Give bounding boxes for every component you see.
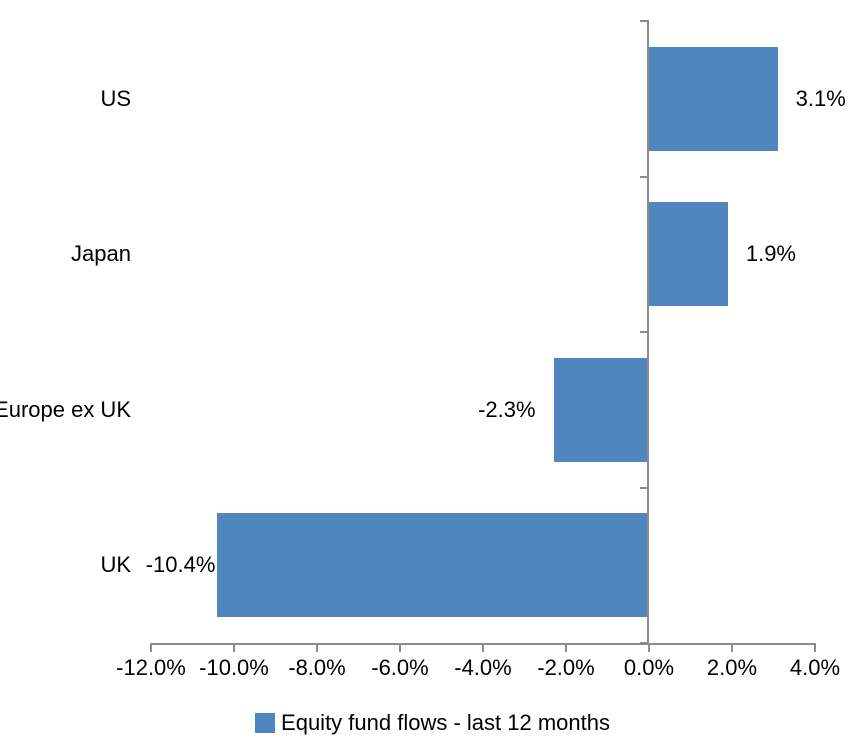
x-tick-label: 4.0%: [789, 655, 841, 680]
x-tick-label: -6.0%: [371, 655, 429, 680]
y-axis-tick: [640, 331, 649, 333]
x-axis-tick: [814, 643, 816, 652]
legend-swatch-icon: [255, 713, 276, 733]
category-label-japan: Japan: [71, 241, 131, 267]
x-axis-tick: [150, 643, 152, 652]
x-tick-label: 2.0%: [706, 655, 758, 680]
category-label-europe-ex-uk: Europe ex UK: [0, 396, 131, 422]
x-axis-tick: [648, 643, 650, 652]
y-axis-tick: [640, 486, 649, 489]
legend: Equity fund flows - last 12 months: [0, 710, 852, 736]
category-label-us: US: [100, 85, 131, 111]
value-label-europe-ex-uk: -2.3%: [478, 396, 536, 422]
x-tick-label: -2.0%: [537, 655, 595, 680]
value-label-uk: -10.4%: [145, 552, 216, 578]
x-axis-tick: [399, 643, 401, 652]
y-axis-tick: [640, 642, 649, 644]
x-axis-tick: [482, 643, 484, 652]
y-axis-tick: [640, 20, 649, 22]
x-tick-label: -10.0%: [199, 655, 269, 680]
value-label-us: 3.1%: [795, 85, 846, 111]
y-axis-tick: [640, 175, 649, 178]
x-axis-tick: [233, 643, 235, 652]
bar-europe-ex-uk: [553, 357, 649, 462]
value-label-japan: 1.9%: [745, 241, 796, 267]
x-axis-tick: [316, 643, 318, 652]
bar-japan: [649, 202, 728, 307]
category-label-uk: UK: [100, 552, 131, 578]
x-tick-label: -4.0%: [454, 655, 512, 680]
x-axis-tick: [731, 643, 733, 652]
bar-us: [649, 46, 778, 151]
x-tick-label: -8.0%: [288, 655, 346, 680]
x-tick-label: -12.0%: [116, 655, 186, 680]
x-axis-tick: [565, 643, 567, 652]
legend-label: Equity fund flows - last 12 months: [281, 710, 610, 735]
x-tick-label: 0.0%: [623, 655, 675, 680]
bar-uk: [217, 513, 649, 618]
